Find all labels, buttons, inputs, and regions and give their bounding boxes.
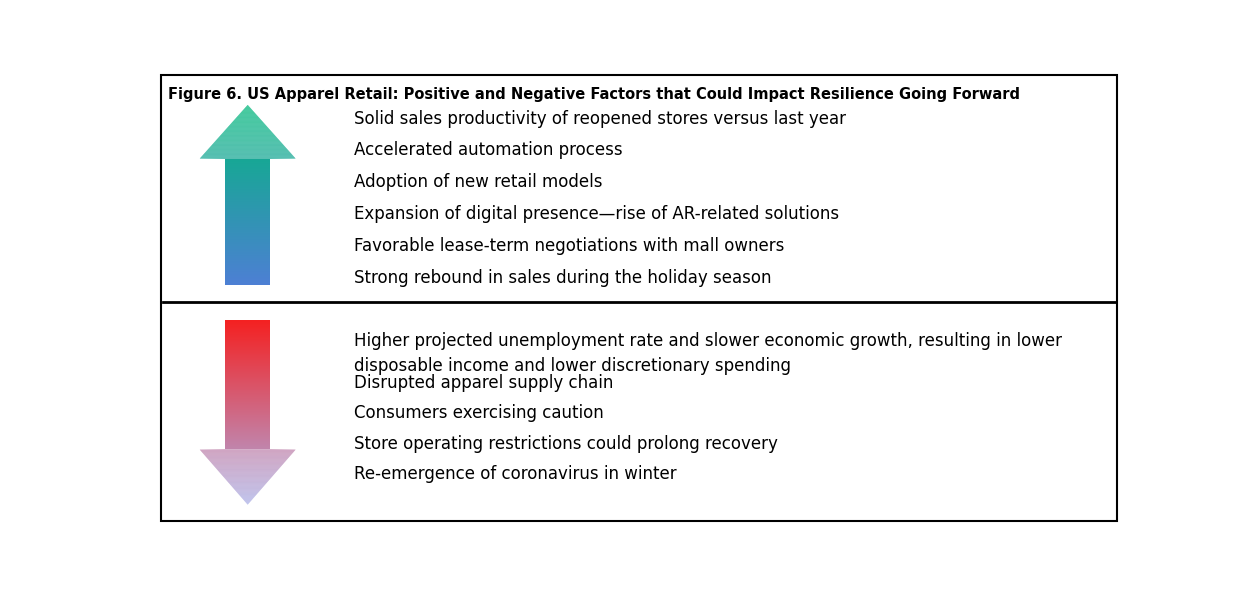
Text: Consumers exercising caution: Consumers exercising caution <box>354 404 604 422</box>
Text: Solid sales productivity of reopened stores versus last year: Solid sales productivity of reopened sto… <box>354 110 845 127</box>
Text: Adoption of new retail models: Adoption of new retail models <box>354 173 602 191</box>
Text: Accelerated automation process: Accelerated automation process <box>354 141 622 159</box>
Text: Favorable lease-term negotiations with mall owners: Favorable lease-term negotiations with m… <box>354 237 784 255</box>
Text: Re-emergence of coronavirus in winter: Re-emergence of coronavirus in winter <box>354 465 677 483</box>
Text: Disrupted apparel supply chain: Disrupted apparel supply chain <box>354 374 614 392</box>
Text: Store operating restrictions could prolong recovery: Store operating restrictions could prolo… <box>354 435 778 453</box>
Text: Higher projected unemployment rate and slower economic growth, resulting in lowe: Higher projected unemployment rate and s… <box>354 332 1062 375</box>
Text: Figure 6. US Apparel Retail: Positive and Negative Factors that Could Impact Res: Figure 6. US Apparel Retail: Positive an… <box>168 87 1020 101</box>
Text: Expansion of digital presence—rise of AR-related solutions: Expansion of digital presence—rise of AR… <box>354 205 839 223</box>
Text: Strong rebound in sales during the holiday season: Strong rebound in sales during the holid… <box>354 268 772 287</box>
